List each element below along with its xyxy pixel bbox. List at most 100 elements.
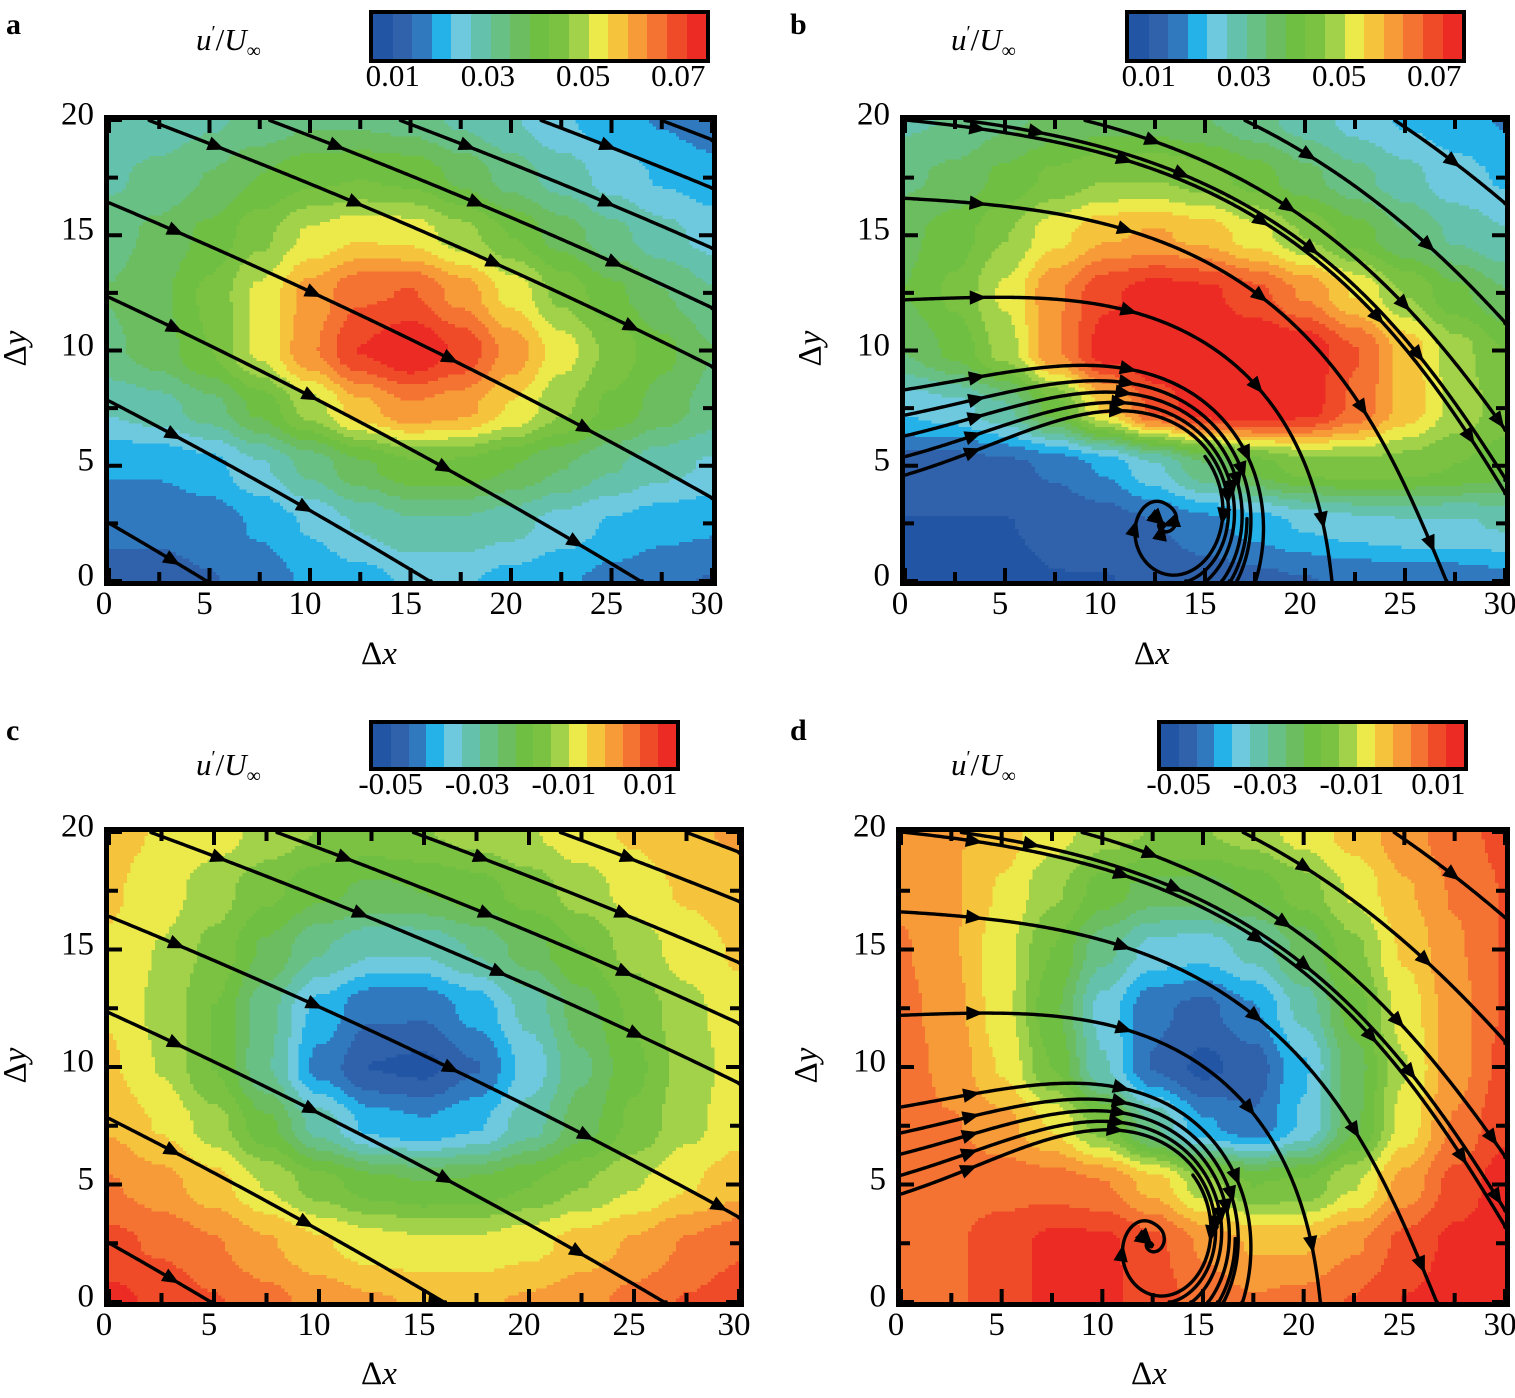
x-axis-label-d: Δx	[797, 1356, 1501, 1393]
plot-area-b	[900, 115, 1510, 586]
colorbar-strip-a	[373, 14, 706, 59]
panel-letter-b: b	[790, 10, 807, 40]
colorbar-band	[1305, 14, 1325, 59]
colorbar-band	[1149, 14, 1169, 59]
colorbar-band	[647, 14, 667, 59]
x-tick-label: 25	[590, 586, 623, 623]
colorbar-tick-label: 0.01	[1122, 58, 1176, 94]
y-tick-label: 10	[38, 327, 94, 364]
colorbar-ticks-d: -0.05 -0.03 -0.01 0.01	[1157, 766, 1460, 806]
colorbar-band	[1321, 724, 1339, 767]
colorbar-band	[1403, 14, 1423, 59]
x-axis-label-c: Δx	[0, 1356, 758, 1393]
colorbar-band	[589, 14, 609, 59]
colorbar-band	[1345, 14, 1365, 59]
x-tick-labels-b: 0 5 10 15 20 25 30	[900, 586, 1500, 626]
colorbar-band	[432, 14, 452, 59]
colorbar-strip-d	[1161, 724, 1464, 767]
colorbar-d	[1157, 720, 1468, 771]
plot-svg-b	[905, 120, 1505, 581]
colorbar-band	[1393, 724, 1411, 767]
colorbar-tick-label: -0.01	[531, 766, 596, 802]
x-tick-label: 0	[892, 586, 909, 623]
colorbar-band	[471, 14, 491, 59]
colorbar-band	[480, 724, 498, 767]
y-tick-label: 20	[38, 809, 94, 846]
colorbar-band	[391, 724, 409, 767]
panel-letter-d: d	[790, 716, 807, 746]
colorbar-band	[1179, 724, 1197, 767]
x-tick-label: 5	[992, 586, 1009, 623]
panel-b: b u′/U∞ 0.01 0.03 0.05 0.07 0 5 10 15 20 0 5 10 15…	[757, 0, 1515, 699]
y-tick-labels-b: 0 5 10 15 20	[834, 115, 890, 576]
colorbar-band	[1357, 724, 1375, 767]
colorbar-band	[1188, 14, 1208, 59]
colorbar-band	[1364, 14, 1384, 59]
plot-svg-d	[901, 832, 1505, 1302]
colorbar-ticks-a: 0.01 0.03 0.05 0.07	[369, 58, 702, 98]
colorbar-band	[628, 14, 648, 59]
y-axis-label-c: Δy	[0, 1026, 35, 1106]
colorbar-tick-label: 0.07	[651, 58, 705, 94]
colorbar-tick-label: -0.03	[445, 766, 510, 802]
colorbar-band	[569, 14, 589, 59]
colorbar-b	[1125, 10, 1466, 63]
colorbar-band	[623, 724, 641, 767]
colorbar-band	[530, 14, 550, 59]
colorbar-band	[373, 14, 393, 59]
colorbar-ticks-b: 0.01 0.03 0.05 0.07	[1125, 58, 1458, 98]
colorbar-band	[1375, 724, 1393, 767]
colorbar-band	[510, 14, 530, 59]
x-tick-labels-c: 0 5 10 15 20 25 30	[104, 1307, 734, 1347]
x-axis-label-b: Δx	[797, 636, 1507, 673]
colorbar-band	[1129, 14, 1149, 59]
y-tick-label: 20	[38, 97, 94, 134]
colorbar-band	[451, 14, 471, 59]
y-tick-labels-d: 0 5 10 15 20	[830, 827, 886, 1297]
colorbar-band	[426, 724, 444, 767]
y-tick-labels-a: 0 5 10 15 20	[38, 115, 94, 576]
colorbar-band	[1232, 724, 1250, 767]
colorbar-tick-label: 0.01	[366, 58, 420, 94]
colorbar-band	[1411, 724, 1429, 767]
y-tick-label: 10	[830, 1044, 886, 1081]
colorbar-band	[1286, 724, 1304, 767]
colorbar-band	[587, 724, 605, 767]
y-tick-label: 0	[830, 1279, 886, 1316]
colorbar-tick-label: 0.03	[461, 58, 515, 94]
colorbar-band	[640, 724, 658, 767]
y-axis-label-b: Δy	[793, 309, 830, 389]
colorbar-band	[608, 14, 628, 59]
y-axis-label-a: Δy	[0, 309, 35, 389]
x-tick-label: 20	[508, 1307, 541, 1344]
colorbar-band	[1247, 14, 1267, 59]
plot-area-c	[104, 827, 744, 1307]
x-tick-label: 0	[96, 1307, 113, 1344]
colorbar-label-c: u′/U∞	[196, 747, 261, 788]
colorbar-band	[1161, 724, 1179, 767]
x-tick-label: 30	[691, 586, 724, 623]
x-tick-label: 25	[1384, 586, 1417, 623]
colorbar-c	[369, 720, 680, 771]
x-tick-labels-a: 0 5 10 15 20 25 30	[104, 586, 707, 626]
x-tick-label: 30	[1484, 1307, 1515, 1344]
colorbar-band	[373, 724, 391, 767]
colorbar-band	[1443, 14, 1463, 59]
colorbar-band	[1325, 14, 1345, 59]
x-tick-label: 25	[613, 1307, 646, 1344]
x-tick-labels-d: 0 5 10 15 20 25 30	[896, 1307, 1500, 1347]
plot-svg-a	[109, 120, 712, 581]
x-tick-label: 20	[490, 586, 523, 623]
colorbar-band	[605, 724, 623, 767]
colorbar-tick-label: -0.03	[1233, 766, 1298, 802]
colorbar-band	[1286, 14, 1306, 59]
x-axis-label-a: Δx	[0, 636, 758, 673]
y-tick-labels-c: 0 5 10 15 20	[38, 827, 94, 1297]
x-tick-label: 20	[1284, 586, 1317, 623]
x-tick-label: 0	[888, 1307, 905, 1344]
plot-area-a	[104, 115, 717, 586]
panel-a: a u′/U∞ 0.01 0.03 0.05 0.07 0 5 10 15 20 0 5 10 15…	[0, 0, 758, 699]
colorbar-band	[1227, 14, 1247, 59]
colorbar-tick-label: 0.05	[1312, 58, 1366, 94]
